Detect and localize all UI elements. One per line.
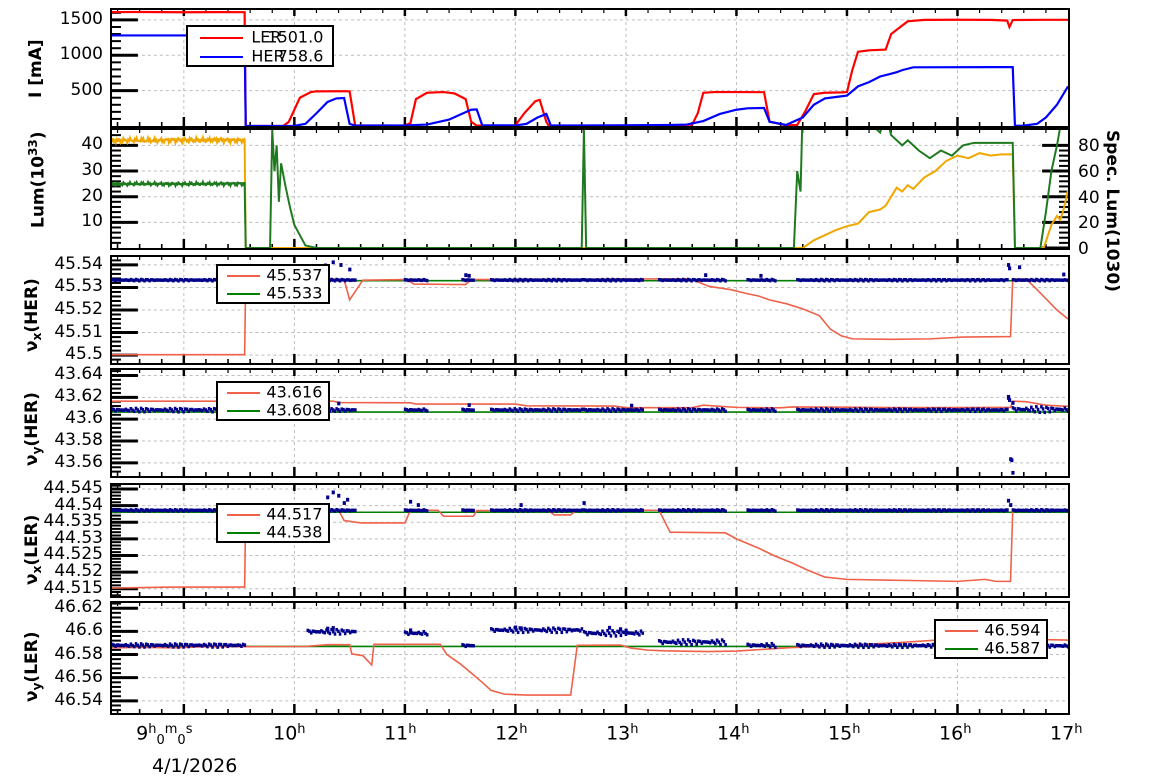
legend-line-setpoint <box>226 275 260 277</box>
legend-value-reference: 45.533 <box>266 283 323 303</box>
legend-value-setpoint: 44.517 <box>266 504 323 524</box>
y-tick-label: 44.545 <box>43 477 103 498</box>
legend-line-her <box>199 55 243 58</box>
y-tick-label: 43.58 <box>54 430 103 451</box>
axis-title-spec-luminosity: Spec. Lum(1030) <box>1102 130 1122 292</box>
y-tick-label: 45.5 <box>65 344 103 365</box>
right-y-tick-label: 20 <box>1078 213 1100 234</box>
legend-row: 45.533 <box>218 283 328 303</box>
legend-value-reference: 46.587 <box>984 638 1041 658</box>
y-tick-label: 20 <box>81 185 103 206</box>
y-tick-label: 43.56 <box>54 451 103 472</box>
y-tick-label: 1500 <box>59 8 103 29</box>
y-tick-label: 45.51 <box>54 321 103 342</box>
y-tick-label: 44.535 <box>43 511 103 532</box>
x-tick-label: 15h <box>828 722 861 745</box>
right-y-tick-label: 80 <box>1078 136 1100 157</box>
legend-row: 46.594 <box>936 620 1046 640</box>
legend-beam-current[interactable]: LER 1501.0 HER 758.6 <box>186 25 334 67</box>
right-y-tick-label: 40 <box>1078 187 1100 208</box>
x-tick-label: 16h <box>939 722 972 745</box>
legend-value-her: 758.6 <box>277 46 324 65</box>
legend-line-reference <box>944 648 978 650</box>
x-tick-label: 17h <box>1050 722 1083 745</box>
y-tick-label: 43.64 <box>54 364 103 385</box>
legend-row: HER 758.6 <box>188 46 332 65</box>
legend-line-setpoint <box>226 392 260 394</box>
y-tick-label: 44.52 <box>54 561 103 582</box>
x-tick-label: 14h <box>717 722 750 745</box>
legend-nuy-ler[interactable]: 46.594 46.587 <box>934 619 1048 659</box>
legend-value-reference: 44.538 <box>266 522 323 542</box>
y-tick-label: 44.525 <box>43 544 103 565</box>
legend-line-reference <box>226 532 260 534</box>
legend-value-reference: 43.608 <box>266 400 323 420</box>
legend-row: 46.587 <box>936 638 1046 658</box>
x-tick-label: 9h0m0s <box>136 722 193 749</box>
right-y-tick-label: 0 <box>1078 239 1089 259</box>
legend-row: LER 1501.0 <box>188 27 332 46</box>
panel-nux-her[interactable] <box>110 255 1070 365</box>
legend-label-ler: LER <box>251 27 282 46</box>
legend-value-setpoint: 45.537 <box>266 265 323 285</box>
panel-nuy-ler[interactable] <box>110 601 1070 715</box>
legend-row: 44.538 <box>218 522 328 542</box>
legend-value-setpoint: 43.616 <box>266 382 323 402</box>
right-y-tick-label: 60 <box>1078 162 1100 183</box>
date-label: 4/1/2026 <box>152 755 238 777</box>
panel-luminosity[interactable] <box>110 128 1070 250</box>
y-tick-label: 45.54 <box>54 253 103 274</box>
legend-label-her: HER <box>251 46 285 65</box>
legend-value-ler: 1501.0 <box>267 27 324 46</box>
legend-value-setpoint: 46.594 <box>984 620 1041 640</box>
y-tick-label: 44.53 <box>54 527 103 548</box>
y-tick-label: 43.6 <box>65 408 103 429</box>
y-tick-label: 10 <box>81 211 103 232</box>
x-tick-label: 12h <box>495 722 528 745</box>
legend-line-setpoint <box>944 630 978 632</box>
legend-row: 43.608 <box>218 400 328 420</box>
y-tick-label: 30 <box>81 160 103 181</box>
legend-nux-ler[interactable]: 44.517 44.538 <box>216 503 330 543</box>
legend-line-reference <box>226 293 260 295</box>
legend-row: 44.517 <box>218 504 328 524</box>
y-tick-label: 46.6 <box>65 620 103 641</box>
legend-nuy-her[interactable]: 43.616 43.608 <box>216 381 330 421</box>
y-tick-label: 46.56 <box>54 666 103 687</box>
legend-row: 45.537 <box>218 265 328 285</box>
y-tick-label: 45.53 <box>54 276 103 297</box>
y-tick-label: 44.515 <box>43 577 103 598</box>
legend-nux-her[interactable]: 45.537 45.533 <box>216 264 330 304</box>
y-tick-label: 46.62 <box>54 597 103 618</box>
legend-line-setpoint <box>226 514 260 516</box>
y-tick-label: 500 <box>70 79 103 100</box>
y-tick-label: 43.62 <box>54 386 103 407</box>
y-tick-label: 46.54 <box>54 689 103 710</box>
x-tick-label: 13h <box>606 722 639 745</box>
x-tick-label: 10h <box>273 722 306 745</box>
legend-line-reference <box>226 410 260 412</box>
y-tick-label: 40 <box>81 134 103 155</box>
legend-row: 43.616 <box>218 382 328 402</box>
x-tick-label: 11h <box>384 722 417 745</box>
y-tick-label: 45.52 <box>54 299 103 319</box>
y-tick-label: 1000 <box>59 44 103 65</box>
y-tick-label: 44.54 <box>54 494 103 515</box>
legend-line-ler <box>199 36 243 39</box>
y-tick-label: 46.58 <box>54 643 103 664</box>
